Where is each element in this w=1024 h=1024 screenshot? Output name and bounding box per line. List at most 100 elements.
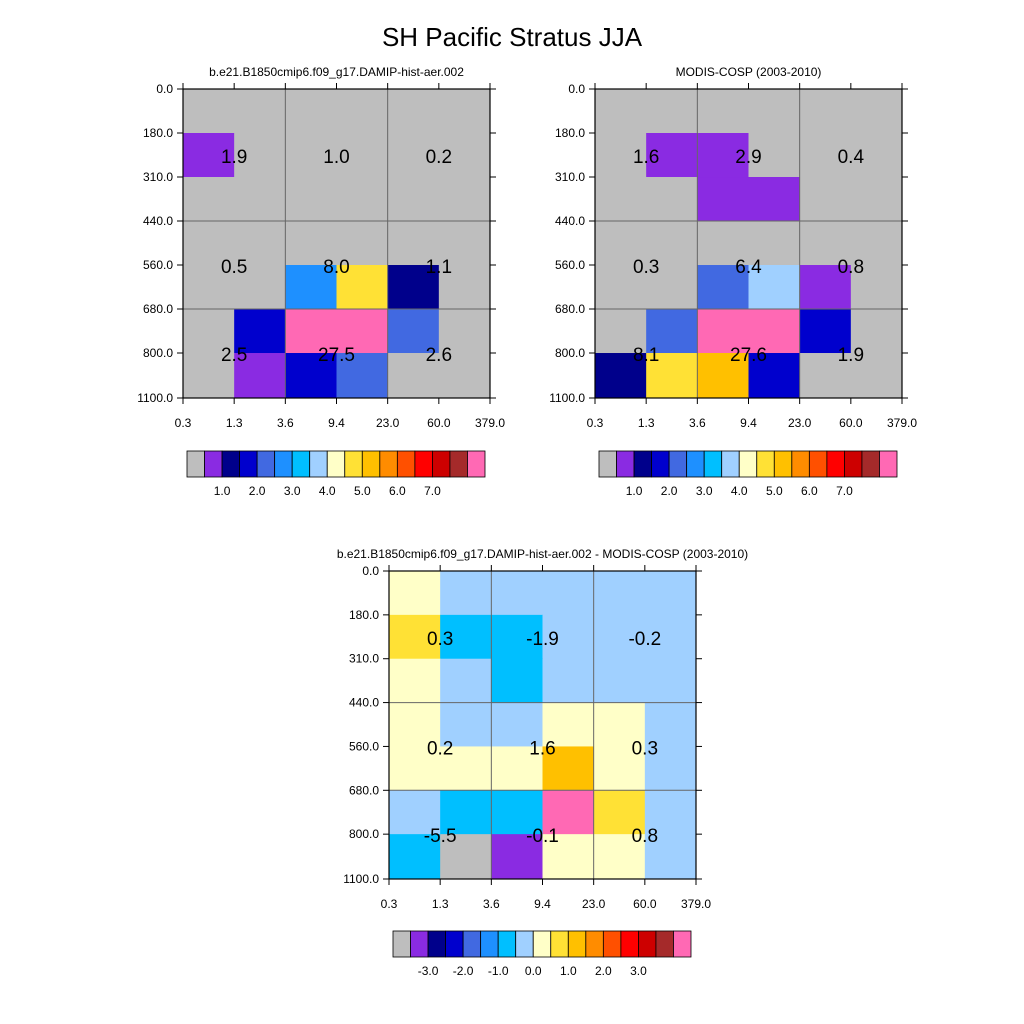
y-tick-label: 0.0 (568, 82, 585, 96)
heatmap-cell (595, 309, 647, 354)
heatmap-cell (234, 221, 286, 266)
x-tick-label: 23.0 (788, 416, 812, 430)
colorbar-label: -3.0 (418, 964, 439, 978)
heatmap-cell (697, 221, 749, 266)
heatmap-cell (183, 353, 235, 399)
heatmap-cell (799, 133, 852, 178)
heatmap-cell (748, 309, 801, 354)
colorbar-label: 4.0 (731, 484, 748, 498)
y-tick-label: 800.0 (349, 827, 379, 841)
heatmap-cell (748, 133, 801, 178)
heatmap-cell (387, 133, 440, 178)
heatmap-cell (336, 89, 389, 134)
heatmap-cell (491, 571, 543, 616)
colorbar-label: 5.0 (354, 484, 371, 498)
heatmap-cell (593, 658, 646, 704)
heatmap-cell (799, 177, 852, 222)
heatmap-cell (336, 133, 389, 178)
heatmap-cell (850, 177, 903, 222)
heatmap-cell (438, 89, 491, 134)
colorbar-label: -2.0 (453, 964, 474, 978)
colorbar-box (309, 450, 328, 478)
heatmap-cell (285, 353, 337, 399)
heatmap-cell (644, 702, 697, 747)
heatmap-cell (389, 658, 441, 704)
heatmap-cell (748, 265, 801, 310)
heatmap-cell (593, 702, 646, 747)
colorbar-label: 4.0 (319, 484, 336, 498)
colorbar-label: 1.0 (626, 484, 643, 498)
group-value-label: 0.8 (632, 826, 658, 847)
heatmap-cell (389, 571, 441, 616)
group-value-label: 6.4 (735, 257, 762, 278)
panel-subtitle: b.e21.B1850cmip6.f09_g17.DAMIP-hist-aer.… (337, 547, 748, 561)
heatmap-cell (285, 177, 337, 222)
heatmap-cell (336, 265, 389, 310)
colorbar-label: 5.0 (766, 484, 783, 498)
group-value-label: 1.9 (221, 147, 247, 168)
heatmap-cell (595, 265, 647, 310)
colorbar-label: 2.0 (661, 484, 678, 498)
colorbar-box (291, 450, 311, 478)
y-tick-label: 1100.0 (137, 391, 173, 405)
colorbar-box (791, 450, 810, 478)
colorbar-box (204, 450, 223, 478)
x-tick-label: 60.0 (633, 897, 657, 911)
heatmap-cell (336, 309, 389, 354)
colorbar-label: 3.0 (630, 964, 647, 978)
x-tick-label: 60.0 (427, 416, 451, 430)
colorbar-label: 1.0 (214, 484, 231, 498)
colorbar-box (515, 930, 534, 958)
heatmap-cell (593, 571, 646, 616)
heatmap-cell (697, 265, 749, 310)
colorbar-box (462, 930, 482, 958)
heatmap-cell (595, 353, 647, 399)
colorbar-label: 7.0 (836, 484, 853, 498)
group-value-label: -0.2 (628, 629, 661, 650)
heatmap-cell (697, 89, 749, 134)
colorbar-box (686, 450, 705, 478)
y-tick-label: 310.0 (349, 652, 379, 666)
colorbar-box (532, 930, 552, 958)
heatmap-panel-2: MODIS-COSP (2003-2010) 0.0 180.0 310.0 440.0… (549, 65, 917, 498)
heatmap-cell (234, 133, 286, 178)
heatmap-cell (542, 658, 595, 704)
x-tick-label: 379.0 (887, 416, 917, 430)
heatmap-cell (644, 746, 697, 791)
colorbar-box (844, 450, 863, 478)
colorbar-label: 3.0 (284, 484, 301, 498)
heatmap-cell (389, 614, 441, 660)
heatmap-cell (440, 746, 492, 791)
heatmap-cell (285, 309, 337, 354)
x-tick-label: 0.3 (175, 416, 192, 430)
heatmap-cell (644, 614, 697, 660)
colorbar-box (585, 930, 604, 958)
colorbar-label: 2.0 (249, 484, 266, 498)
group-value-label: -5.5 (424, 826, 457, 847)
heatmap-cell (438, 309, 491, 354)
group-value-label: 27.5 (318, 345, 355, 366)
heatmap-cell (644, 834, 697, 880)
x-tick-label: 0.3 (381, 897, 398, 911)
heatmap-cell (593, 790, 646, 835)
group-value-label: 0.5 (221, 257, 247, 278)
heatmap-cell (644, 658, 697, 704)
heatmap-cell (234, 177, 286, 222)
group-value-label: 2.5 (221, 345, 247, 366)
heatmap-cell (438, 177, 491, 222)
heatmap-cell (542, 746, 595, 791)
heatmap-cell (438, 133, 491, 178)
heatmap-cell (542, 702, 595, 747)
heatmap-cell (595, 133, 647, 178)
colorbar-box (344, 450, 363, 478)
y-tick-label: 560.0 (349, 739, 379, 753)
colorbar-box (239, 450, 258, 478)
heatmap-cell (285, 221, 337, 266)
heatmap-cell (593, 834, 646, 880)
heatmap-cell (646, 89, 698, 134)
heatmap-cell (697, 133, 749, 178)
heatmap-cell (644, 571, 697, 616)
heatmap-cell (440, 702, 492, 747)
group-value-label: 1.6 (529, 738, 555, 759)
panel-subtitle: b.e21.B1850cmip6.f09_g17.DAMIP-hist-aer.… (209, 65, 464, 79)
